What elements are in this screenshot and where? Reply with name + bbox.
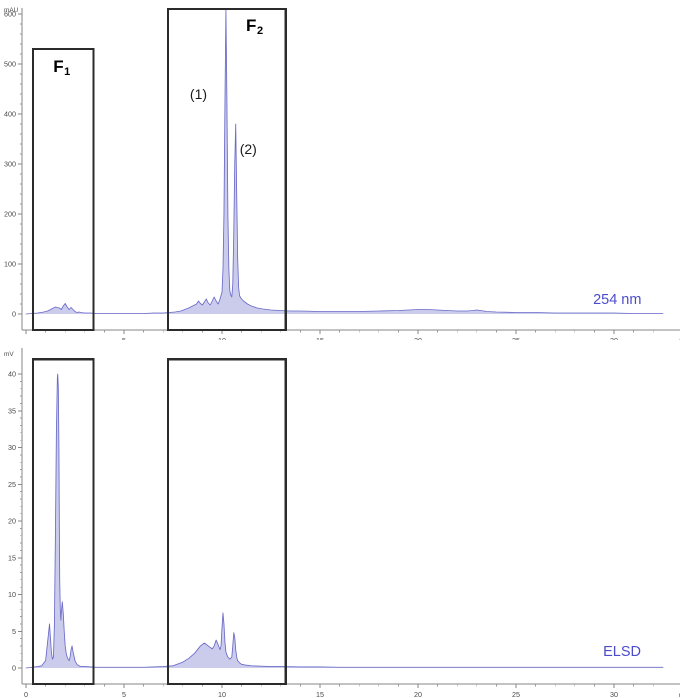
x-tick-label: 10 xyxy=(218,336,226,340)
detector-label-uv: 254 nm xyxy=(593,292,642,308)
chromatogram-trace-fill xyxy=(26,9,663,314)
fraction-label-f1: F1 xyxy=(53,57,71,78)
fraction-1-subscript: 1 xyxy=(64,66,71,78)
detector-label-elsd: ELSD xyxy=(603,644,641,660)
x-tick-label: 25 xyxy=(512,336,520,340)
x-tick-label: 0 xyxy=(24,690,28,698)
fraction-box-f2 xyxy=(167,358,287,686)
x-tick-label: 15 xyxy=(316,690,324,698)
y-tick-label: 30 xyxy=(8,443,16,452)
x-axis-unit-label: min xyxy=(679,338,680,340)
x-tick-label: 5 xyxy=(122,690,126,698)
y-tick-label: 600 xyxy=(4,10,16,19)
fraction-box-f1 xyxy=(31,358,95,686)
y-tick-label: 40 xyxy=(8,370,16,379)
x-tick-label: 20 xyxy=(414,690,422,698)
uv-chromatogram-panel: 010020030040050060051015202530mAUmin F1 … xyxy=(0,0,680,340)
x-tick-label: 20 xyxy=(414,336,422,340)
fraction-label-f2: F2 xyxy=(246,16,264,37)
peak-label-2: (2) xyxy=(239,141,257,157)
y-tick-label: 35 xyxy=(8,406,16,415)
x-tick-label: 5 xyxy=(122,336,126,340)
y-tick-label: 300 xyxy=(4,160,16,169)
y-axis-unit-label: mAU xyxy=(4,7,19,14)
fraction-2-subscript: 2 xyxy=(256,25,264,37)
x-tick-label: 10 xyxy=(218,690,226,698)
y-tick-label: 200 xyxy=(4,210,16,219)
y-tick-label: 0 xyxy=(12,664,16,673)
x-tick-label: 15 xyxy=(316,336,324,340)
uv-plot-svg: 0 100 200 300 400 500 600 5 10 15 20 25 30 mAU min xyxy=(4,7,680,340)
y-tick-label: 5 xyxy=(12,627,16,636)
elsd-chromatogram-panel: 0 5 10 15 20 25 30 35 40 0 5 10 15 20 25 30 mV min ELSD xyxy=(0,340,680,698)
chromatogram-trace-elsd xyxy=(25,373,664,669)
y-tick-label: 100 xyxy=(4,260,16,269)
peak-label-1: (1) xyxy=(189,86,208,102)
y-tick-label: 400 xyxy=(4,110,16,119)
y-tick-label: 500 xyxy=(4,60,16,69)
y-axis-unit-label: mV xyxy=(4,351,14,358)
chromatogram-trace-uv-254 xyxy=(25,8,664,315)
x-tick-label: 30 xyxy=(610,690,618,698)
x-tick-label: 30 xyxy=(610,336,618,340)
y-tick-label: 15 xyxy=(8,553,16,562)
y-tick-label: 10 xyxy=(8,590,16,599)
y-tick-label: 0 xyxy=(12,310,16,319)
fraction-box-f2 xyxy=(167,7,287,332)
elsd-plot-svg: 0 5 10 15 20 25 30 35 40 0 5 10 15 20 25 30 mV min xyxy=(4,348,680,698)
fraction-box-f1 xyxy=(31,47,95,332)
chromatogram-trace-fill xyxy=(26,374,663,668)
x-tick-label: 25 xyxy=(512,690,520,698)
y-tick-label: 25 xyxy=(8,480,16,489)
x-axis-unit-label: min xyxy=(679,692,680,698)
y-tick-label: 20 xyxy=(8,517,16,526)
